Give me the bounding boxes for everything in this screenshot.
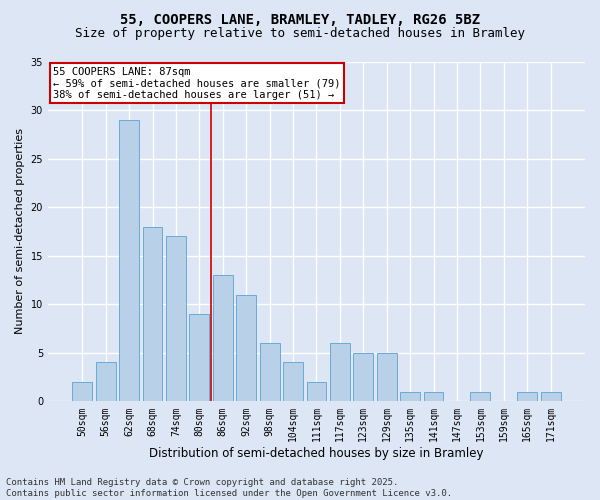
Bar: [260, 343, 280, 402]
Bar: [283, 362, 303, 402]
X-axis label: Distribution of semi-detached houses by size in Bramley: Distribution of semi-detached houses by …: [149, 447, 484, 460]
Bar: [517, 392, 537, 402]
Text: 55 COOPERS LANE: 87sqm
← 59% of semi-detached houses are smaller (79)
38% of sem: 55 COOPERS LANE: 87sqm ← 59% of semi-det…: [53, 66, 341, 100]
Bar: [119, 120, 139, 402]
Bar: [330, 343, 350, 402]
Text: 55, COOPERS LANE, BRAMLEY, TADLEY, RG26 5BZ: 55, COOPERS LANE, BRAMLEY, TADLEY, RG26 …: [120, 12, 480, 26]
Bar: [307, 382, 326, 402]
Bar: [143, 226, 163, 402]
Bar: [400, 392, 420, 402]
Bar: [424, 392, 443, 402]
Bar: [377, 353, 397, 402]
Y-axis label: Number of semi-detached properties: Number of semi-detached properties: [15, 128, 25, 334]
Bar: [236, 294, 256, 402]
Text: Contains HM Land Registry data © Crown copyright and database right 2025.
Contai: Contains HM Land Registry data © Crown c…: [6, 478, 452, 498]
Bar: [541, 392, 560, 402]
Bar: [213, 275, 233, 402]
Bar: [166, 236, 186, 402]
Bar: [353, 353, 373, 402]
Bar: [73, 382, 92, 402]
Bar: [190, 314, 209, 402]
Bar: [470, 392, 490, 402]
Bar: [96, 362, 116, 402]
Text: Size of property relative to semi-detached houses in Bramley: Size of property relative to semi-detach…: [75, 28, 525, 40]
